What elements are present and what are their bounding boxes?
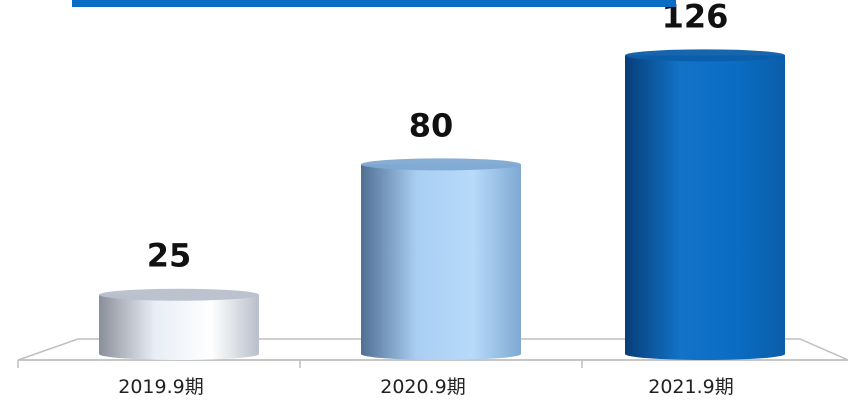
data-label-2019.9期: 25: [147, 237, 192, 275]
x-tick-label-2021.9期: 2021.9期: [648, 376, 733, 398]
bar-2019.9期: [99, 294, 259, 360]
bar-2021.9期: [625, 55, 785, 360]
x-tick-label-2020.9期: 2020.9期: [380, 376, 465, 398]
bar-top-2021.9期: [625, 49, 785, 62]
header-accent-bar: [72, 0, 676, 7]
bar-top-2019.9期: [99, 288, 259, 301]
bar-series: [99, 49, 785, 360]
x-axis-tick-labels: 2019.9期 2020.9期 2021.9期: [118, 376, 733, 398]
bar-top-2020.9期: [361, 158, 521, 171]
data-label-2020.9期: 80: [409, 106, 454, 144]
x-tick-label-2019.9期: 2019.9期: [118, 376, 203, 398]
bar-2020.9期: [361, 164, 521, 360]
